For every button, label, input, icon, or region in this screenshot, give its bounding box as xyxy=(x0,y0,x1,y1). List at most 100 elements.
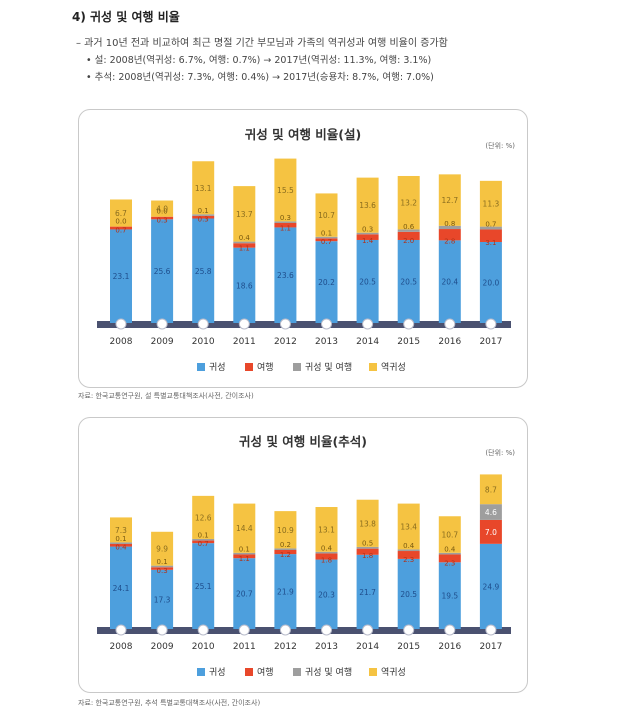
bar-reverse-return xyxy=(315,193,338,237)
bar-return-home xyxy=(274,554,297,629)
baseline-marker xyxy=(238,624,250,636)
bar-return-home-and-travel xyxy=(274,548,297,550)
bar-travel xyxy=(274,549,297,555)
value-label-travel: 7.0 xyxy=(485,528,497,537)
intro-text: – 과거 10년 전과 비교하여 최근 명절 기간 부모님과 가족의 역귀성과 … xyxy=(76,38,448,49)
unit-label: (단위: %) xyxy=(485,141,515,150)
bar-reverse-return xyxy=(151,531,174,566)
bar-return-home-and-travel xyxy=(356,232,379,235)
bar-return-home xyxy=(110,546,132,629)
value-label-return-home: 20.5 xyxy=(400,277,417,286)
value-label-return-home: 23.6 xyxy=(277,271,294,280)
section-title: 4) 귀성 및 여행 비율 xyxy=(72,10,180,24)
x-tick-label: 2014 xyxy=(356,337,379,347)
value-label-both: 0.4 xyxy=(239,234,251,242)
chart-title: 귀성 및 여행 비율(추석) xyxy=(239,434,367,449)
value-label-reverse-return: 13.8 xyxy=(359,519,376,528)
baseline-marker xyxy=(279,318,291,330)
legend-swatch-return-home xyxy=(197,668,205,676)
value-label-both: 0.1 xyxy=(239,545,250,553)
bar-return-home-and-travel xyxy=(315,551,338,554)
bar-reverse-return xyxy=(397,503,420,550)
value-label-reverse-return: 12.7 xyxy=(441,196,458,205)
bar-return-home xyxy=(274,227,297,323)
source-note-seollal: 자료: 한국교통연구원, 설 특별교통대책조사(사전, 간이조사) xyxy=(78,392,254,400)
value-label-both: 0.3 xyxy=(362,225,373,233)
value-label-travel: 0.4 xyxy=(115,544,127,552)
chart-card-chuseok: 귀성 및 여행 비율(추석) (단위: %) 24.1 0.4 0.1 7.3 2008 17… xyxy=(78,417,528,693)
bar-travel xyxy=(397,551,420,559)
legend-label-return-home: 귀성 xyxy=(209,362,226,373)
bar-reverse-return xyxy=(438,516,461,553)
value-label-reverse-return: 10.7 xyxy=(318,211,335,220)
bar-return-home xyxy=(315,559,338,629)
bar-reverse-return xyxy=(315,507,338,552)
x-tick-label: 2008 xyxy=(110,337,133,347)
value-label-return-home: 25.6 xyxy=(154,267,171,276)
bar-reverse-return xyxy=(110,517,132,543)
bar-return-home-and-travel xyxy=(274,221,297,223)
x-tick-label: 2012 xyxy=(274,642,297,652)
value-label-reverse-return: 13.1 xyxy=(195,184,212,193)
value-label-return-home: 20.3 xyxy=(318,590,335,599)
bar-reverse-return xyxy=(192,495,215,539)
value-label-both: 0.1 xyxy=(321,229,332,237)
value-label-travel: 0.3 xyxy=(157,567,168,575)
bar-return-home xyxy=(315,241,338,323)
value-label-both: 0.4 xyxy=(444,545,456,553)
value-label-return-home: 20.2 xyxy=(318,278,335,287)
baseline-marker xyxy=(238,318,250,330)
x-tick-label: 2009 xyxy=(151,337,174,347)
value-label-return-home: 25.8 xyxy=(195,267,212,276)
chart-title: 귀성 및 여행 비율(설) xyxy=(245,127,361,142)
bar-travel xyxy=(315,238,338,242)
value-label-return-home: 20.5 xyxy=(359,277,376,286)
chart-card-seollal: 귀성 및 여행 비율(설) (단위: %) 23.1 0.7 0.0 6.7 2008 25.… xyxy=(78,109,528,388)
value-label-return-home: 24.9 xyxy=(483,582,500,591)
x-tick-label: 2015 xyxy=(397,642,420,652)
x-tick-label: 2011 xyxy=(233,337,256,347)
legend-label-reverse-return: 역귀성 xyxy=(381,667,406,678)
value-label-travel: 1.2 xyxy=(280,551,291,559)
bar-travel xyxy=(356,548,379,555)
bar-reverse-return xyxy=(479,474,502,505)
baseline-marker xyxy=(279,624,291,636)
value-label-both: 0.6 xyxy=(403,223,415,231)
value-label-reverse-return: 12.6 xyxy=(195,513,212,522)
baseline-bar xyxy=(97,627,511,634)
value-label-reverse-return: 13.2 xyxy=(400,199,417,208)
bar-return-home-and-travel xyxy=(397,549,420,552)
value-label-travel: 2.0 xyxy=(403,237,414,245)
bar-travel xyxy=(110,543,132,547)
value-label-return-home: 21.7 xyxy=(359,588,376,597)
x-tick-label: 2009 xyxy=(151,642,174,652)
bar-reverse-return xyxy=(397,175,420,230)
baseline-marker xyxy=(362,318,374,330)
bar-travel xyxy=(397,231,420,240)
bar-return-home xyxy=(151,569,174,629)
legend-swatch-return-home xyxy=(197,363,205,371)
bar-return-home xyxy=(233,558,256,629)
bar-return-home xyxy=(192,543,215,629)
baseline-marker xyxy=(156,318,168,330)
baseline-marker xyxy=(403,624,415,636)
bar-return-home-and-travel xyxy=(110,542,132,544)
value-label-travel: 0.7 xyxy=(115,226,126,234)
bar-reverse-return xyxy=(274,511,297,549)
value-label-travel: 1.1 xyxy=(280,224,291,232)
bar-return-home-and-travel xyxy=(233,241,256,244)
value-label-return-home: 17.3 xyxy=(154,595,171,604)
baseline-marker xyxy=(403,318,415,330)
value-label-return-home: 20.4 xyxy=(441,278,458,287)
x-tick-label: 2017 xyxy=(479,642,502,652)
value-label-return-home: 20.7 xyxy=(236,590,253,599)
x-tick-label: 2008 xyxy=(110,642,133,652)
bar-return-home xyxy=(397,558,420,629)
baseline-marker xyxy=(115,318,127,330)
bar-travel xyxy=(192,540,215,544)
bullet-chuseok: • 추석: 2008년(역귀성: 7.3%, 여행: 0.4%) → 2017년… xyxy=(86,72,434,83)
value-label-reverse-return: 14.4 xyxy=(236,524,253,533)
value-label-travel: 0.3 xyxy=(198,216,209,224)
bar-return-home-and-travel xyxy=(233,552,256,555)
